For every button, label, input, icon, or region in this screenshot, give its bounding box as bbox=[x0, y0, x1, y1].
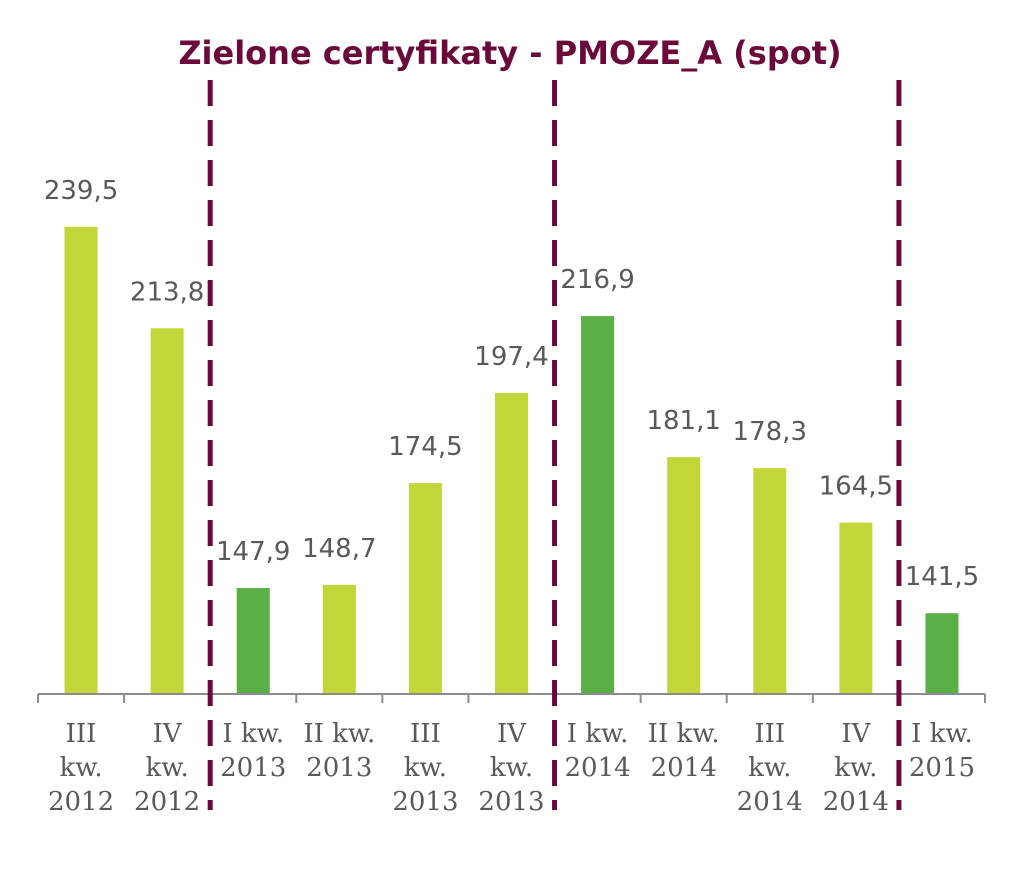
x-tick-label: 2014 bbox=[565, 753, 631, 783]
bar bbox=[408, 483, 442, 694]
bar bbox=[64, 227, 98, 694]
data-label: 181,1 bbox=[646, 406, 720, 436]
x-tick-label: kw. bbox=[404, 753, 447, 783]
bar bbox=[581, 316, 615, 694]
chart-title: Zielone certyfikaty - PMOZE_A (spot) bbox=[178, 34, 842, 72]
x-tick-label: IV bbox=[841, 719, 871, 749]
x-tick-label: III bbox=[410, 719, 441, 749]
bar bbox=[495, 392, 528, 694]
x-tick-label: kw. bbox=[748, 753, 791, 783]
x-tick-label: 2014 bbox=[823, 787, 889, 817]
data-label: 239,5 bbox=[44, 176, 118, 206]
x-tick-label: I kw. bbox=[567, 719, 629, 749]
bar bbox=[150, 328, 184, 694]
x-tick-label: IV bbox=[497, 719, 527, 749]
x-tick-label: III bbox=[66, 719, 97, 749]
x-tick-label: I kw. bbox=[911, 719, 973, 749]
bar bbox=[322, 584, 356, 694]
bar bbox=[839, 522, 873, 694]
data-label: 141,5 bbox=[905, 562, 979, 592]
x-tick-label: 2013 bbox=[306, 753, 372, 783]
x-tick-label: 2015 bbox=[909, 753, 975, 783]
x-tick-label: IV bbox=[153, 719, 183, 749]
data-label: 197,4 bbox=[474, 342, 548, 372]
category-labels-group: III kw. 2012 IV kw. 2012 I kw. 2013 II kw. 2013 II… bbox=[48, 719, 975, 817]
x-tick-label: 2014 bbox=[737, 787, 803, 817]
x-tick-label: 2014 bbox=[651, 753, 717, 783]
bars-group bbox=[64, 227, 959, 694]
x-tick-label: kw. bbox=[146, 753, 189, 783]
data-label: 216,9 bbox=[560, 265, 634, 295]
x-tick-label: II kw. bbox=[648, 719, 720, 749]
x-tick-label: 2013 bbox=[478, 787, 544, 817]
bar bbox=[925, 613, 959, 694]
x-tick-label: 2012 bbox=[134, 787, 200, 817]
bar bbox=[236, 587, 270, 694]
x-tick-label: III bbox=[754, 719, 785, 749]
x-tick-label: 2013 bbox=[220, 753, 286, 783]
data-label: 213,8 bbox=[130, 277, 204, 307]
x-tick-label: 2012 bbox=[48, 787, 114, 817]
bar bbox=[667, 457, 701, 694]
bar bbox=[753, 468, 787, 694]
data-label: 148,7 bbox=[302, 534, 376, 564]
x-axis bbox=[37, 693, 986, 703]
value-labels-group: 239,5 213,8 147,9 148,7 174,5 197,4 216,9 181,1… bbox=[44, 176, 979, 592]
x-tick-label: kw. bbox=[59, 753, 102, 783]
x-tick-label: kw. bbox=[834, 753, 877, 783]
data-label: 147,9 bbox=[216, 537, 290, 567]
year-dividers-group bbox=[207, 80, 902, 810]
x-tick-label: II kw. bbox=[303, 719, 375, 749]
x-tick-label: I kw. bbox=[222, 719, 284, 749]
x-tick-label: kw. bbox=[490, 753, 533, 783]
data-label: 174,5 bbox=[388, 432, 462, 462]
data-label: 178,3 bbox=[733, 417, 807, 447]
data-label: 164,5 bbox=[819, 472, 893, 502]
x-tick-label: 2013 bbox=[392, 787, 458, 817]
